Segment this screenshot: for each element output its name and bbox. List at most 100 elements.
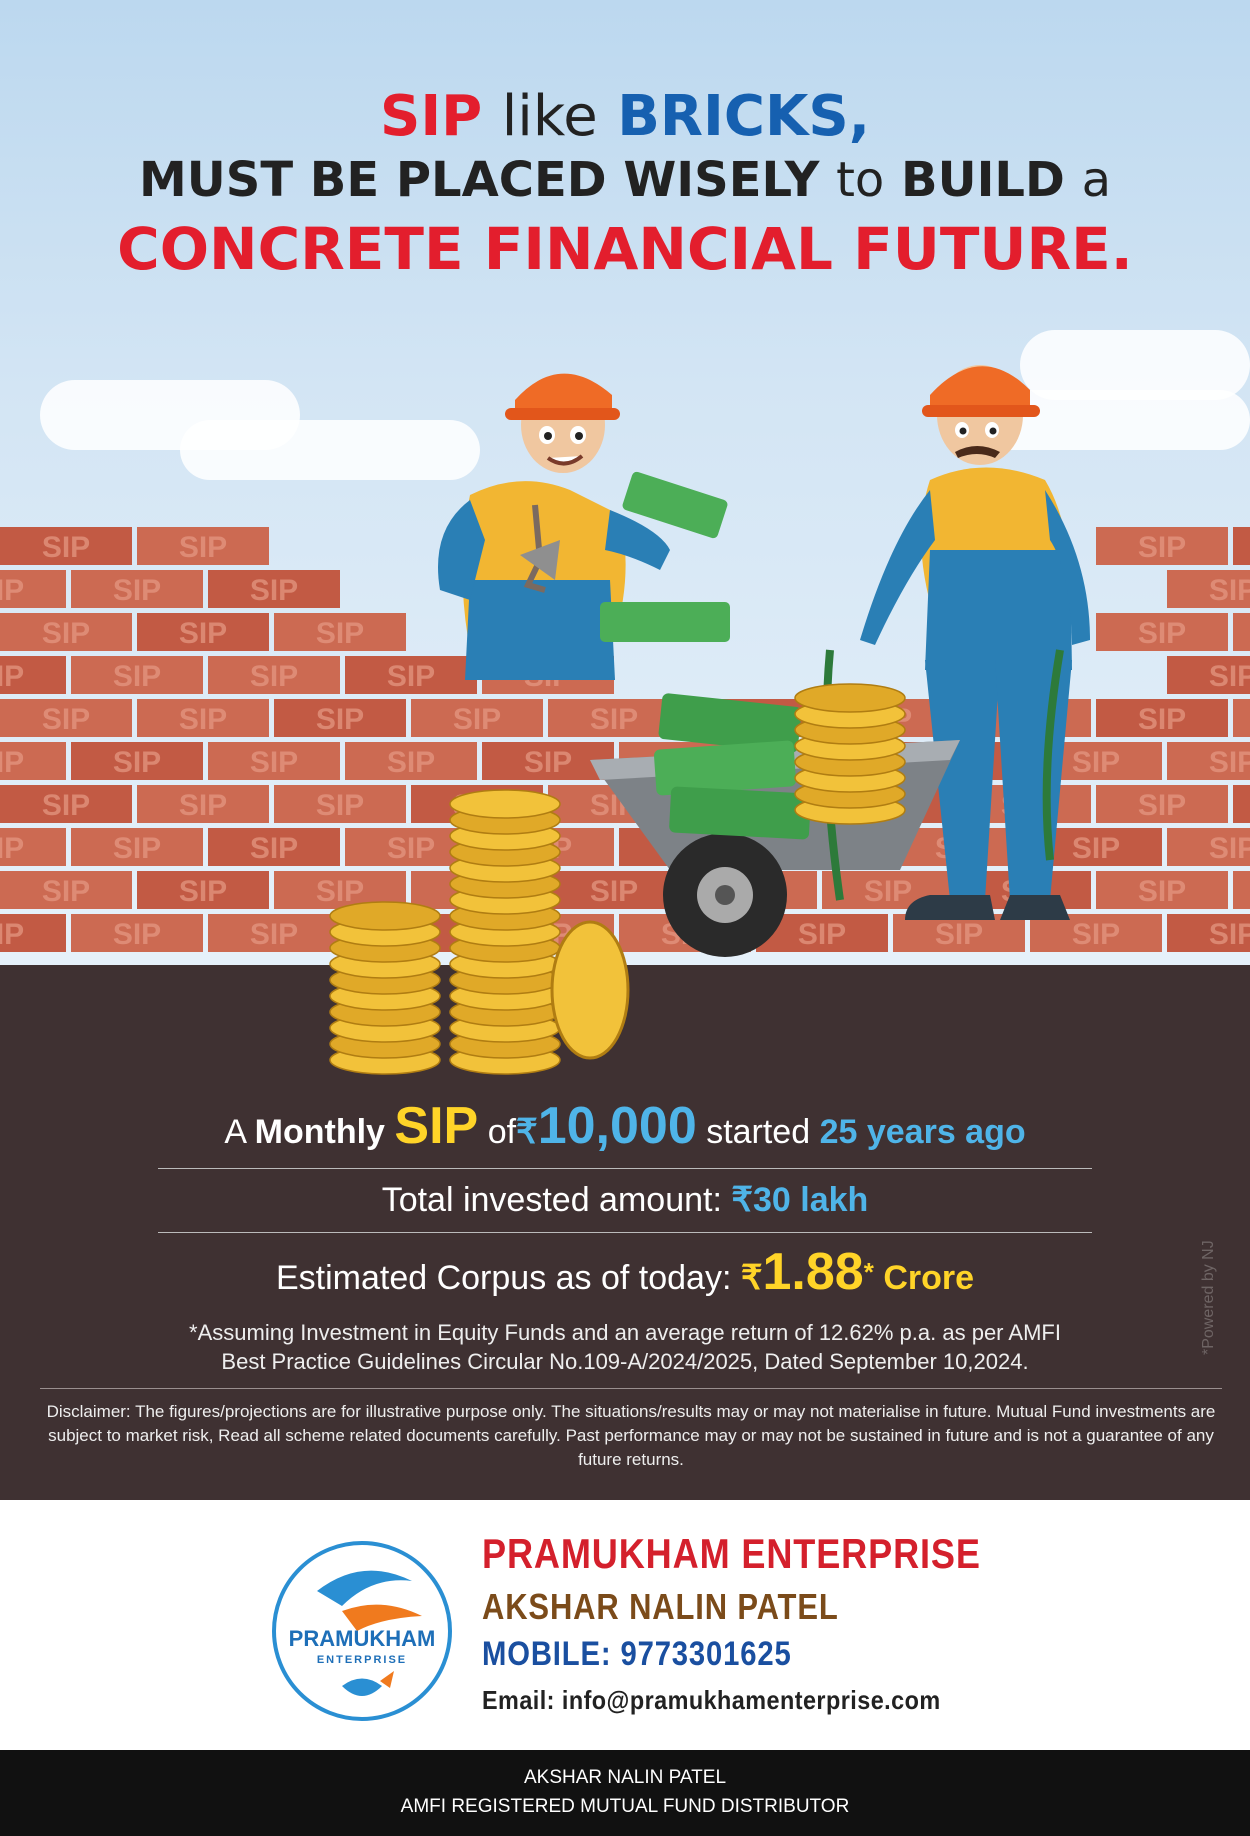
brick-label: SIP xyxy=(387,746,435,779)
headline-build: BUILD xyxy=(901,152,1065,208)
brick-label: SIP xyxy=(250,574,298,607)
standing-coin xyxy=(550,920,630,1060)
assumption-line-1: *Assuming Investment in Equity Funds and… xyxy=(189,1320,1061,1345)
headline: SIP like BRICKS, MUST BE PLACED WISELY t… xyxy=(0,85,1250,287)
headline-must: MUST BE PLACED WISELY xyxy=(139,152,820,208)
brick-label: SIP xyxy=(42,703,90,736)
brick xyxy=(1167,742,1250,780)
brick-label: SIP xyxy=(1209,832,1250,865)
brick xyxy=(0,742,66,780)
brick-label: SIP xyxy=(113,660,161,693)
brick-label: SIP xyxy=(0,660,24,693)
brick xyxy=(548,871,680,909)
brick xyxy=(1167,914,1250,952)
brick-label: SIP xyxy=(524,746,572,779)
brick-label: SIP xyxy=(1209,918,1250,951)
gold-coins-illustration xyxy=(329,683,906,1075)
brick-label: SIP xyxy=(316,703,364,736)
brick xyxy=(1233,613,1250,651)
mobile-number[interactable]: MOBILE: 9773301625 xyxy=(482,1635,792,1673)
brick xyxy=(893,914,1025,952)
brick xyxy=(1096,613,1228,651)
brick xyxy=(345,742,477,780)
brick xyxy=(1096,871,1228,909)
brick xyxy=(0,871,132,909)
cloud xyxy=(180,420,480,480)
brick-label: SIP xyxy=(590,703,638,736)
brick-label: SIP xyxy=(250,746,298,779)
brick-label: SIP xyxy=(250,660,298,693)
brick xyxy=(0,656,66,694)
brick xyxy=(208,914,340,952)
contact-person: AKSHAR NALIN PATEL xyxy=(482,1586,839,1627)
brick xyxy=(1233,785,1250,823)
brick-label: SIP xyxy=(179,617,227,650)
assumption-note: *Assuming Investment in Equity Funds and… xyxy=(0,1318,1250,1376)
sip-monthly: Monthly xyxy=(254,1113,385,1151)
brick xyxy=(345,656,477,694)
headline-a: a xyxy=(1081,152,1111,208)
brick-label: SIP xyxy=(179,875,227,908)
brick-label: SIP xyxy=(1072,918,1120,951)
gold-coin xyxy=(329,901,441,931)
brick-label: SIP xyxy=(42,531,90,564)
divider xyxy=(158,1232,1092,1233)
brick-label: SIP xyxy=(42,617,90,650)
pramukham-logo: PRAMUKHAM ENTERPRISE xyxy=(272,1541,452,1721)
brick xyxy=(0,699,132,737)
brick-label: SIP xyxy=(864,875,912,908)
brick-label: SIP xyxy=(1072,832,1120,865)
brick-label: SIP xyxy=(316,617,364,650)
corpus-line: Estimated Corpus as of today: ₹1.88* Cro… xyxy=(0,1235,1250,1315)
brick xyxy=(137,785,269,823)
headline-line-2: MUST BE PLACED WISELY to BUILD a xyxy=(0,149,1250,211)
brick xyxy=(0,527,132,565)
brick xyxy=(274,613,406,651)
headline-sip: SIP xyxy=(380,84,483,149)
brick-label: SIP xyxy=(1138,531,1186,564)
brick xyxy=(71,914,203,952)
assumption-line-2: Best Practice Guidelines Circular No.109… xyxy=(221,1349,1029,1374)
brick-label: SIP xyxy=(179,703,227,736)
email-address[interactable]: Email: info@pramukhamenterprise.com xyxy=(482,1685,941,1715)
brick-label: SIP xyxy=(0,574,24,607)
brick xyxy=(1167,656,1250,694)
brick xyxy=(71,742,203,780)
brick-label: SIP xyxy=(1209,660,1250,693)
corpus-unit: Crore xyxy=(883,1259,975,1297)
corpus-value: 1.88 xyxy=(762,1243,864,1301)
brick-label: SIP xyxy=(113,918,161,951)
brick xyxy=(208,828,340,866)
brick xyxy=(1233,527,1250,565)
brick-label: SIP xyxy=(250,918,298,951)
brick-label: SIP xyxy=(387,832,435,865)
gold-coin xyxy=(794,683,906,713)
invested-line: Total invested amount: ₹30 lakh xyxy=(0,1170,1250,1230)
brick xyxy=(208,570,340,608)
brick xyxy=(1167,570,1250,608)
brick-label: SIP xyxy=(1072,746,1120,779)
brick xyxy=(274,699,406,737)
brick xyxy=(71,828,203,866)
construction-illustration xyxy=(329,365,1090,1075)
footer-bar: AKSHAR NALIN PATEL AMFI REGISTERED MUTUA… xyxy=(0,1750,1250,1836)
brick xyxy=(0,828,66,866)
brick-label: SIP xyxy=(1138,617,1186,650)
headline-line-1: SIP like BRICKS, xyxy=(0,85,1250,149)
brick-label: SIP xyxy=(1209,746,1250,779)
sip-amount: 10,000 xyxy=(537,1097,697,1155)
brick-label: SIP xyxy=(42,789,90,822)
corpus-rupee: ₹ xyxy=(740,1259,763,1297)
sip-rupee: ₹ xyxy=(516,1113,538,1151)
logo-name: PRAMUKHAM xyxy=(289,1626,436,1651)
brick xyxy=(1167,828,1250,866)
footer-registration: AMFI REGISTERED MUTUAL FUND DISTRIBUTOR xyxy=(400,1796,850,1817)
brick-label: SIP xyxy=(0,918,24,951)
brick xyxy=(1096,785,1228,823)
sip-years: 25 years ago xyxy=(819,1113,1026,1151)
divider xyxy=(40,1388,1222,1389)
brick-label: SIP xyxy=(179,789,227,822)
disclaimer: Disclaimer: The figures/projections are … xyxy=(46,1402,1216,1469)
headline-like: like xyxy=(501,84,598,149)
brick-label: SIP xyxy=(387,660,435,693)
